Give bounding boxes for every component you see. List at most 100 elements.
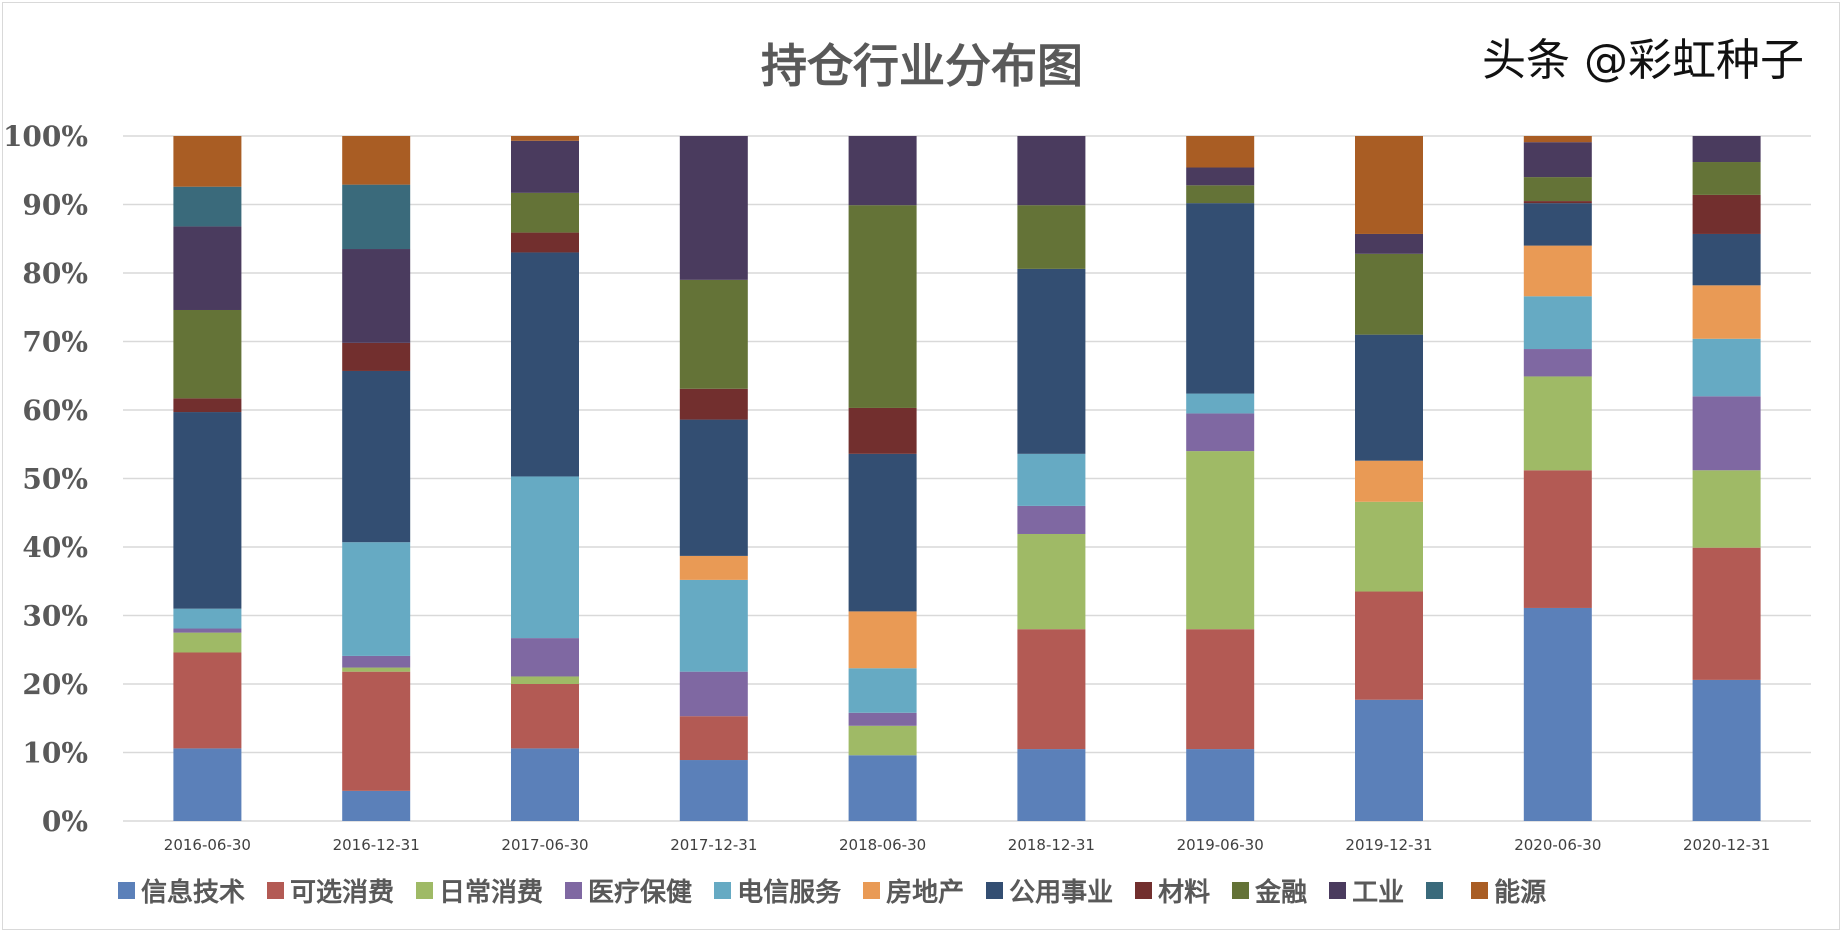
bar-segment [1017, 453, 1086, 506]
legend: 信息技术 可选消费 日常消费 医疗保健 电信服务 房地产 公用事业 材料 金融 工业 能源 [118, 872, 1546, 909]
y-tick-label: 30% [22, 600, 88, 633]
legend-swatch [1426, 882, 1444, 899]
bar-segment [1186, 393, 1255, 414]
bar-segment [1692, 547, 1761, 680]
legend-item: 医疗保健 [565, 872, 692, 909]
legend-swatch [118, 882, 135, 899]
y-tick-label: 20% [22, 668, 88, 701]
legend-swatch [1471, 882, 1489, 899]
bar-segment [511, 638, 579, 677]
x-tick-label: 2017-12-31 [670, 836, 757, 854]
legend-swatch [267, 882, 285, 899]
bar-segment [1017, 629, 1086, 750]
bar-segment [511, 748, 579, 821]
bar-segment [1692, 338, 1761, 397]
y-tick-label: 10% [22, 737, 88, 770]
bar-segment [1017, 505, 1086, 534]
x-tick-label: 2018-06-30 [839, 836, 926, 854]
legend-swatch [416, 882, 434, 899]
y-tick-label: 100% [3, 120, 88, 153]
legend-item [1426, 882, 1449, 899]
bar-segment [1186, 185, 1255, 204]
y-tick-label: 0% [42, 805, 88, 838]
x-tick-label: 2018-12-31 [1008, 836, 1095, 854]
legend-item: 材料 [1135, 872, 1210, 909]
bar-segment [342, 667, 411, 672]
legend-swatch [1232, 882, 1250, 899]
bar-segment [1692, 396, 1761, 471]
bar-segment [1355, 501, 1423, 592]
bar-segment [511, 136, 579, 141]
bar-segment [1523, 296, 1592, 350]
bar-segment [1186, 136, 1255, 168]
legend-item: 能源 [1471, 872, 1546, 909]
bar-segment [848, 668, 917, 713]
bar-segment [1692, 233, 1761, 286]
bar-segment [1186, 629, 1255, 750]
bar-segment [342, 342, 411, 371]
legend-item: 电信服务 [714, 872, 841, 909]
bar-segment [679, 555, 748, 580]
legend-label: 材料 [1158, 878, 1211, 908]
bar-segment [1186, 167, 1255, 186]
bar-segment [1186, 203, 1255, 394]
y-tick-label: 80% [22, 257, 88, 290]
legend-label: 房地产 [886, 878, 965, 908]
bar-segment [679, 388, 748, 420]
bar-segment [1355, 334, 1423, 461]
bar-segment [173, 652, 242, 749]
x-tick-label: 2016-06-30 [164, 836, 251, 854]
bar-segment [1186, 749, 1255, 821]
chart-title: 持仓行业分布图 [761, 39, 1083, 93]
bar-segment [1523, 245, 1592, 297]
bar-segment [848, 136, 917, 206]
bar-segment [1355, 460, 1423, 502]
bar-segment [848, 453, 917, 612]
bar-segment [342, 655, 411, 668]
bar-segment [511, 232, 579, 253]
bar-segment [679, 671, 748, 717]
bar-segment [173, 226, 242, 310]
x-tick-label: 2017-06-30 [501, 836, 588, 854]
bar-segment [342, 370, 411, 543]
bar-segment [173, 136, 242, 187]
legend-label: 日常消费 [439, 878, 544, 908]
legend-label: 信息技术 [141, 878, 246, 908]
bar-segment [1692, 679, 1761, 821]
bar-segment [679, 579, 748, 672]
bar-segment [1017, 533, 1086, 630]
legend-item: 可选消费 [267, 872, 394, 909]
bar-segment [679, 760, 748, 821]
bar-segment [1523, 376, 1592, 471]
bar-segment [173, 628, 242, 633]
y-tick-label: 70% [22, 326, 88, 359]
bar-segment [1186, 451, 1255, 630]
bar-segment [173, 309, 242, 399]
bar-segment [1355, 699, 1423, 821]
bar-segment [1523, 470, 1592, 608]
x-tick-label: 2016-12-31 [333, 836, 420, 854]
bar-segment [511, 476, 579, 639]
bar-segment [511, 140, 579, 193]
legend-swatch [1135, 882, 1153, 899]
bar-segment [173, 398, 242, 413]
bar-segment [1692, 136, 1761, 163]
legend-swatch [714, 882, 732, 899]
legend-label: 公用事业 [1009, 878, 1114, 908]
bar-segment [173, 632, 242, 653]
bar-segment [342, 136, 411, 185]
bar-segment [173, 748, 242, 821]
bar-segment [1523, 349, 1592, 377]
bar-segment [679, 136, 748, 280]
y-tick-label: 50% [22, 463, 88, 496]
bar-segment [342, 790, 411, 821]
bar-segment [848, 755, 917, 821]
bar-segment [1523, 607, 1592, 821]
bar-segment [1017, 268, 1086, 454]
bar-segment [848, 611, 917, 669]
legend-swatch [1329, 882, 1347, 899]
bar-segment [1692, 285, 1761, 339]
legend-label: 能源 [1494, 878, 1547, 908]
